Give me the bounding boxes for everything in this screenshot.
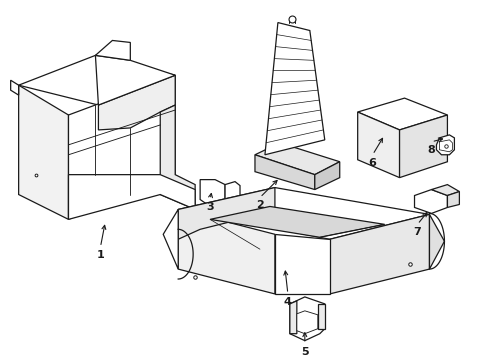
Polygon shape xyxy=(429,215,444,269)
Polygon shape xyxy=(318,304,325,329)
Polygon shape xyxy=(297,311,318,334)
Text: 1: 1 xyxy=(97,250,104,260)
Text: 4: 4 xyxy=(284,297,292,307)
Polygon shape xyxy=(96,55,175,105)
Polygon shape xyxy=(69,175,195,219)
Polygon shape xyxy=(19,55,175,105)
Text: 5: 5 xyxy=(301,347,309,357)
Polygon shape xyxy=(358,98,447,130)
Polygon shape xyxy=(330,215,429,294)
Text: 8: 8 xyxy=(428,145,435,155)
Polygon shape xyxy=(96,40,130,60)
Polygon shape xyxy=(200,180,225,206)
Polygon shape xyxy=(19,85,69,219)
Text: 3: 3 xyxy=(206,202,214,212)
Polygon shape xyxy=(290,297,325,341)
Polygon shape xyxy=(315,162,340,190)
Text: 7: 7 xyxy=(414,227,421,237)
Polygon shape xyxy=(255,155,315,190)
Polygon shape xyxy=(358,112,399,177)
Polygon shape xyxy=(290,301,297,334)
Polygon shape xyxy=(178,210,275,294)
Polygon shape xyxy=(447,192,460,207)
Polygon shape xyxy=(265,23,325,155)
Text: 6: 6 xyxy=(368,158,377,168)
Polygon shape xyxy=(160,105,195,210)
Polygon shape xyxy=(210,202,225,215)
Polygon shape xyxy=(98,75,175,130)
Polygon shape xyxy=(399,115,447,177)
Polygon shape xyxy=(437,135,454,155)
Polygon shape xyxy=(432,185,460,195)
Polygon shape xyxy=(178,188,275,239)
Polygon shape xyxy=(11,80,19,95)
Polygon shape xyxy=(415,190,447,213)
Polygon shape xyxy=(275,234,330,294)
Polygon shape xyxy=(225,181,240,199)
Text: 2: 2 xyxy=(256,201,264,211)
Polygon shape xyxy=(255,143,340,175)
Polygon shape xyxy=(210,206,385,237)
Polygon shape xyxy=(178,188,429,239)
Polygon shape xyxy=(69,75,175,219)
Polygon shape xyxy=(163,210,178,269)
